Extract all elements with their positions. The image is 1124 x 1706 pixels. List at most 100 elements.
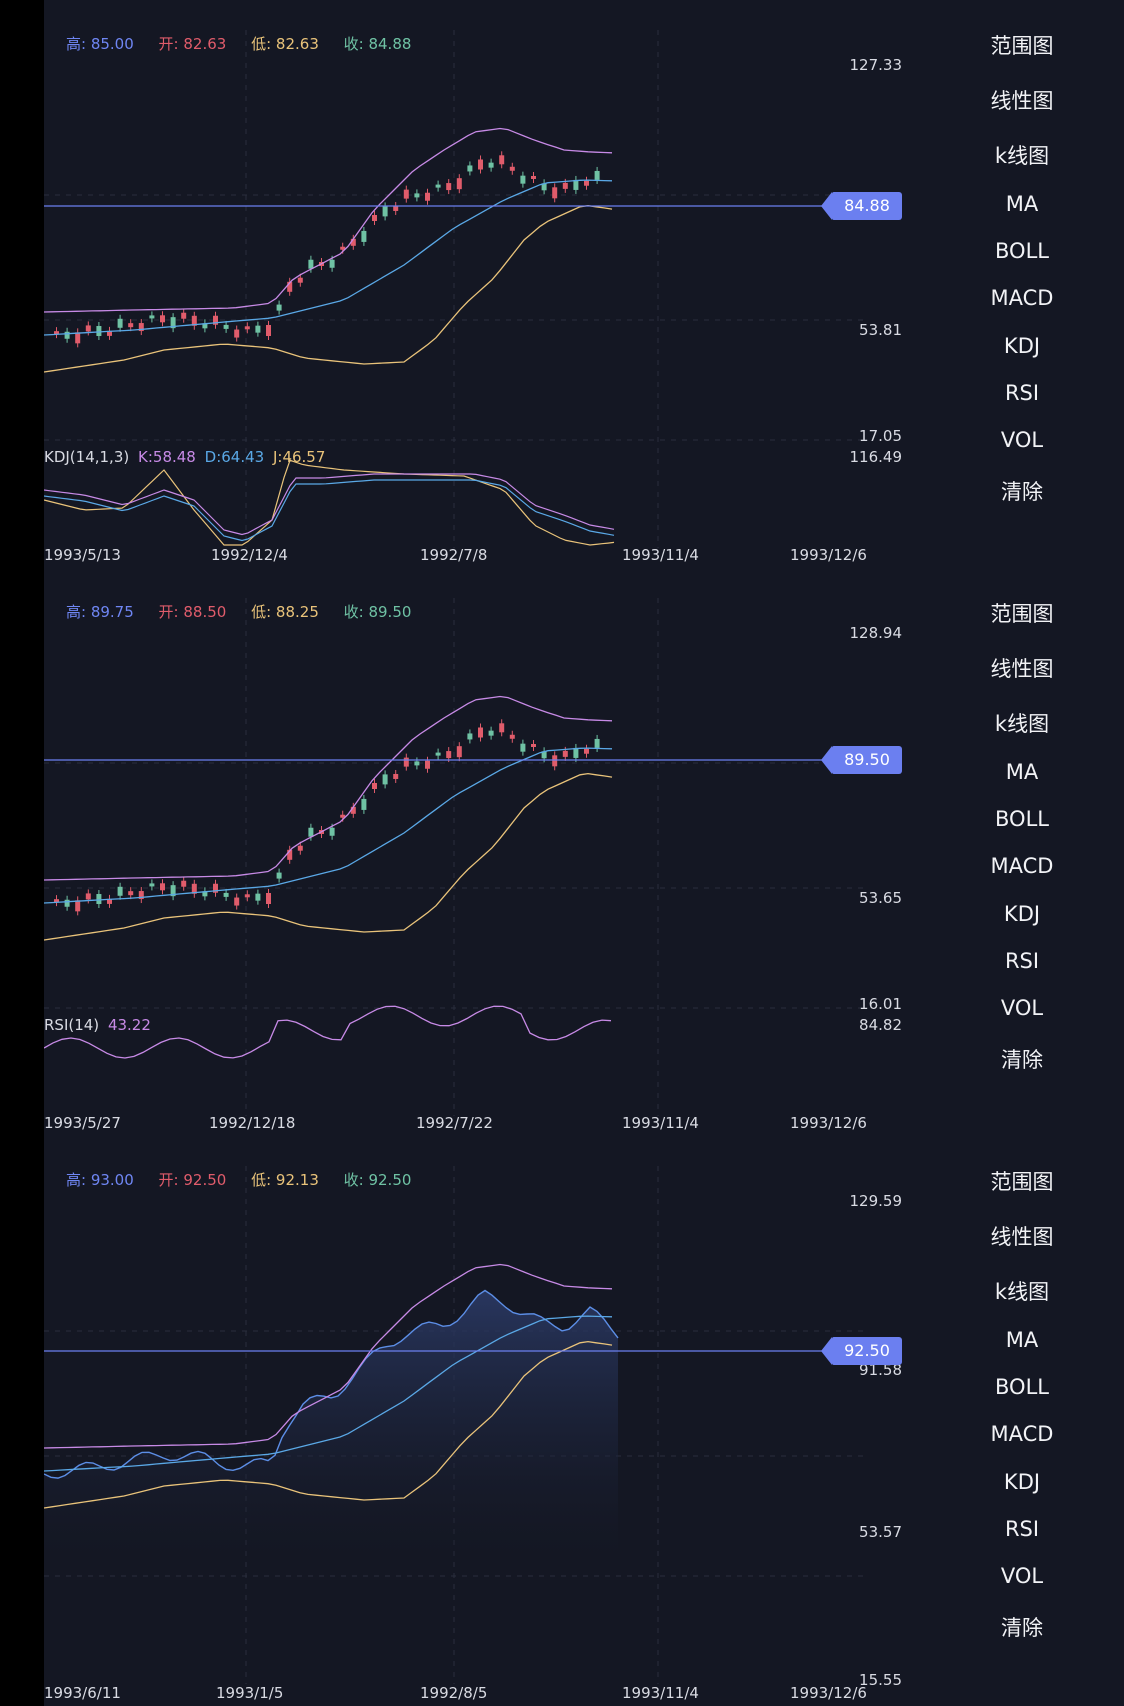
candle-body [467,165,473,172]
menu-boll[interactable]: BOLL [995,807,1049,831]
candle-body [446,751,452,759]
menu-macd[interactable]: MACD [990,854,1054,878]
menu-range-chart[interactable]: 范围图 [990,1170,1054,1194]
candle-body [96,894,102,905]
menu-clear[interactable]: 清除 [1001,480,1043,504]
candle-body [255,893,261,901]
menu-kdj[interactable]: KDJ [1003,902,1041,926]
rsi-name: RSI(14) [44,1016,100,1034]
candle-body [584,748,589,754]
indicator-menu: 范围图 线性图 k线图 MA BOLL MACD KDJ RSI VOL 清除 [920,568,1124,1136]
candle-body [54,331,59,335]
menu-macd[interactable]: MACD [990,286,1054,310]
main-chart-3[interactable] [44,1136,1124,1706]
menu-kdj[interactable]: KDJ [1003,334,1041,358]
candle-body [266,893,271,904]
low-value: 低: 88.25 [251,603,319,621]
x-axis-label: 1992/8/5 [420,1684,488,1702]
x-axis-label: 1992/12/18 [209,1114,296,1132]
candle-body [255,325,261,333]
candle-body [478,727,483,738]
rsi-value: 43.22 [107,1016,151,1034]
candle-body [435,752,441,756]
menu-range-chart[interactable]: 范围图 [990,34,1054,58]
candle-body [191,883,197,894]
y-axis-max: 129.59 [849,1192,903,1210]
open-value: 开: 82.63 [158,35,227,53]
menu-vol[interactable]: VOL [1000,428,1044,452]
close-value: 收: 84.88 [343,35,412,53]
menu-line-chart[interactable]: 线性图 [990,89,1054,113]
y-axis-max: 127.33 [849,56,903,74]
candle-body [244,326,250,330]
menu-rsi[interactable]: RSI [1004,1517,1040,1541]
menu-line-chart[interactable]: 线性图 [990,657,1054,681]
menu-ma[interactable]: MA [1005,760,1039,784]
y-axis-upper: 91.58 [859,1361,902,1379]
candle-body [594,170,600,180]
candle-body [64,331,70,339]
candle-body [128,323,134,328]
close-value: 收: 89.50 [343,603,412,621]
candle-body [308,827,314,837]
candle-body [297,277,303,283]
low-value: 低: 92.13 [251,1171,319,1189]
candle-body [552,187,558,199]
menu-rsi[interactable]: RSI [1004,381,1040,405]
boll-upper-line [44,1263,613,1449]
menu-clear[interactable]: 清除 [1001,1048,1043,1072]
kdj-j-line [44,459,615,546]
menu-ma[interactable]: MA [1005,1328,1039,1352]
candle-body [499,723,505,733]
menu-vol[interactable]: VOL [1000,1564,1044,1588]
candle-body [266,325,271,336]
menu-ma[interactable]: MA [1005,192,1039,216]
menu-kline-chart[interactable]: k线图 [994,712,1050,736]
last-price-tag: 84.88 [821,192,902,220]
price-line [44,1289,619,1479]
kdj-k-value: K:58.48 [138,448,196,466]
menu-range-chart[interactable]: 范围图 [990,602,1054,626]
candle-body [414,761,420,766]
menu-kdj[interactable]: KDJ [1003,1470,1041,1494]
candle-body [562,750,568,757]
main-chart-2[interactable] [44,568,1124,1136]
menu-macd[interactable]: MACD [990,1422,1054,1446]
open-value: 开: 88.50 [158,603,227,621]
menu-kline-chart[interactable]: k线图 [994,1280,1050,1304]
candle-body [478,159,483,170]
candle-body [85,325,91,332]
menu-clear[interactable]: 清除 [1001,1616,1043,1640]
low-value: 低: 82.63 [251,35,319,53]
candle-body [350,238,356,246]
menu-boll[interactable]: BOLL [995,239,1049,263]
x-axis-label: 1993/12/6 [790,1114,867,1132]
kdj-j-value: J:46.57 [272,448,326,466]
candle-body [488,162,494,168]
y-axis-min: 15.55 [859,1671,902,1689]
candle-body [509,166,515,171]
candle-body [520,743,526,752]
menu-rsi[interactable]: RSI [1004,949,1040,973]
candle-body [213,883,218,893]
x-axis-label: 1993/5/27 [44,1114,121,1132]
menu-kline-chart[interactable]: k线图 [994,144,1050,168]
candle-body [393,205,399,211]
candle-body [117,886,123,896]
menu-vol[interactable]: VOL [1000,996,1044,1020]
candle-body [541,751,547,759]
main-chart-1[interactable] [44,0,1124,568]
candle-body [446,183,452,191]
candle-body [297,845,303,851]
indicator-menu: 范围图 线性图 k线图 MA BOLL MACD KDJ RSI VOL 清除 [920,0,1124,568]
chart-panel-2: 高: 89.75 开: 88.50 低: 88.25 收: 89.50 128.… [44,568,1124,1136]
boll-mid-line [44,179,613,336]
candle-body [202,323,208,329]
menu-boll[interactable]: BOLL [995,1375,1049,1399]
menu-line-chart[interactable]: 线性图 [990,1225,1054,1249]
candle-body [149,315,155,319]
candle-body [467,733,473,740]
candle-body [75,332,81,344]
candle-body [234,897,240,906]
candle-body [276,872,282,879]
